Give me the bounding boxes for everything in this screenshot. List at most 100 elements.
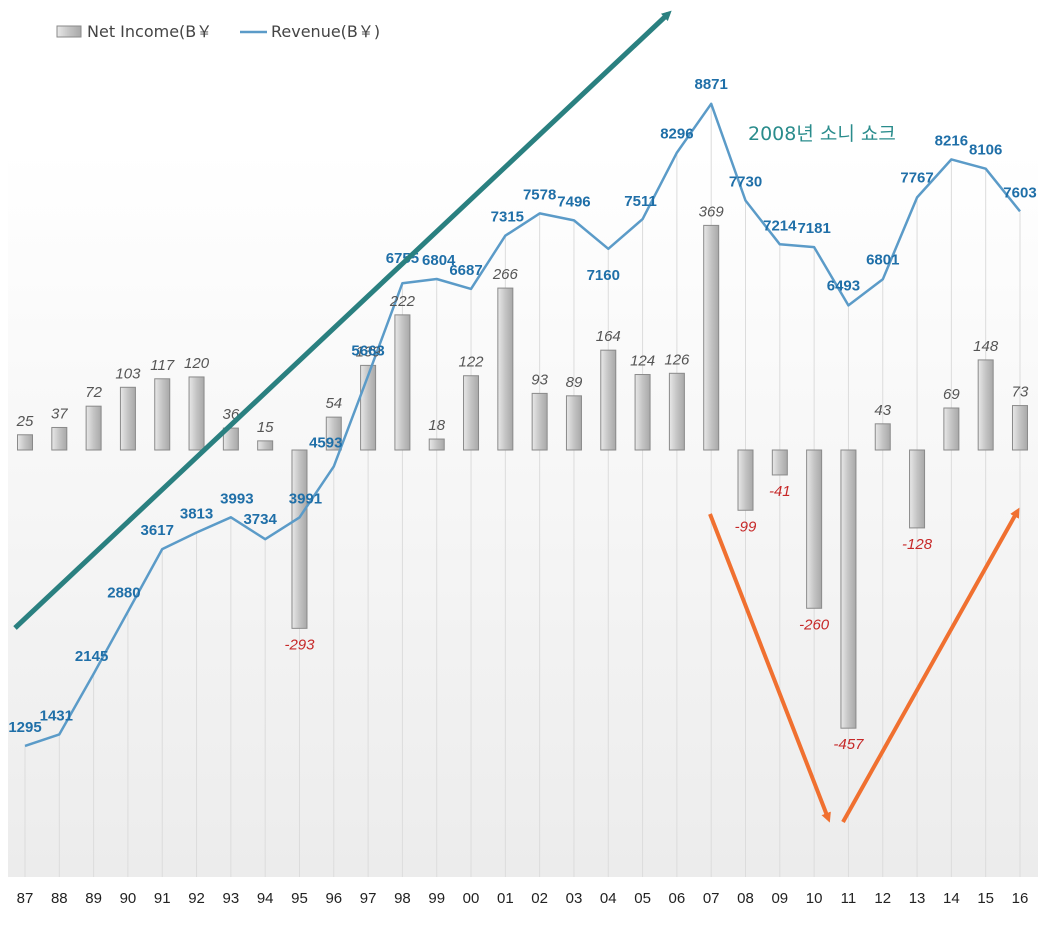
net-income-label: -293 [284,636,315,653]
net-income-bar [17,434,33,451]
net-income-bar [463,375,480,451]
x-tick-label: 11 [841,890,857,907]
legend-net-income: Net Income(B￥ [87,22,212,41]
x-tick-label: 94 [257,890,274,907]
x-tick-label: 01 [497,890,514,907]
revenue-label: 7578 [523,186,556,203]
net-income-label: 54 [325,395,342,412]
net-income-label: -128 [902,536,933,553]
x-tick-label: 03 [566,890,583,907]
net-income-label: 124 [630,353,655,370]
revenue-label: 3993 [220,490,253,507]
net-income-label: -457 [833,736,864,753]
x-tick-label: 04 [600,890,617,907]
net-income-bars [17,224,1028,729]
revenue-label: 7511 [624,193,657,210]
x-tick-label: 87 [17,890,34,907]
net-income-label: 37 [51,405,68,422]
x-tick-label: 07 [703,890,720,907]
net-income-label: 72 [85,384,102,401]
net-income-bar [737,449,754,511]
x-tick-label: 92 [188,890,205,907]
x-tick-label: 08 [737,890,754,907]
net-income-label: 73 [1012,384,1029,401]
net-income-label: -99 [735,518,757,535]
x-tick-label: 09 [771,890,788,907]
net-income-label: 369 [699,203,725,220]
net-income-bar [600,349,617,451]
revenue-label: 7767 [900,169,933,186]
x-tick-label: 12 [874,890,891,907]
net-income-bar [428,438,445,451]
x-tick-label: 96 [325,890,342,907]
net-income-bar [806,449,823,609]
net-income-bar [943,407,960,451]
net-income-label: 103 [115,365,141,382]
net-income-bar [668,372,685,451]
legend: Net Income(B￥ Revenue(B￥) [56,22,380,41]
net-income-bar [565,395,582,451]
net-income-label: 139 [356,343,382,360]
revenue-label: 7730 [729,174,762,191]
net-income-bar [703,224,720,451]
x-tick-label: 02 [531,890,548,907]
revenue-label: 4593 [309,434,342,451]
net-income-bar [1011,405,1028,451]
net-income-label: 69 [943,386,960,403]
revenue-label: 6801 [866,251,899,268]
growth-trend-arrow [13,10,672,630]
x-tick-label: 99 [428,890,445,907]
revenue-label: 7603 [1003,184,1036,201]
net-income-label: 222 [389,293,416,310]
net-income-label: 43 [874,402,891,419]
net-income-bar [531,392,548,451]
recovery-arrow [841,507,1020,823]
sony-shock-annotation: 2008년 소니 쇼크 [748,123,896,145]
net-income-label: 18 [428,417,445,434]
revenue-label: 8216 [935,132,968,149]
x-tick-label: 10 [806,890,823,907]
revenue-label: 7160 [587,267,620,284]
net-income-bar [119,386,136,451]
x-tick-label: 91 [154,890,171,907]
net-income-bar [154,378,171,451]
net-income-bar [977,359,994,451]
revenue-label: 3734 [243,511,277,528]
net-income-bar [85,405,102,451]
net-income-label: 117 [150,357,175,374]
revenue-label: 7496 [557,193,590,210]
revenue-label: 7214 [763,217,797,234]
revenue-line [24,102,1021,748]
x-tick-label: 13 [909,890,926,907]
x-tick-label: 06 [669,890,686,907]
net-income-bar [257,440,274,451]
revenue-label: 6687 [449,262,482,279]
revenue-label: 2145 [75,648,108,665]
x-tick-label: 16 [1012,890,1029,907]
x-tick-label: 89 [85,890,102,907]
revenue-label: 7181 [797,220,830,237]
net-income-bar [909,449,926,529]
x-tick-label: 15 [977,890,994,907]
x-tick-label: 98 [394,890,411,907]
revenue-label: 7315 [491,209,524,226]
revenue-label: 1295 [8,719,41,736]
revenue-label: 6804 [422,252,456,269]
revenue-label: 6493 [827,277,860,294]
revenue-label: 3991 [289,490,322,507]
net-income-bar [840,449,857,729]
net-income-bar [771,449,788,476]
legend-revenue: Revenue(B￥) [271,22,380,41]
x-tick-label: 14 [943,890,960,907]
revenue-label: 8296 [660,126,693,143]
x-tick-label: 95 [291,890,308,907]
net-income-label: 148 [973,338,999,355]
revenue-label: 1431 [40,707,73,724]
revenue-label: 8106 [969,142,1002,159]
x-tick-label: 93 [223,890,240,907]
net-income-label: 93 [531,371,548,388]
net-income-label: 164 [596,328,621,345]
